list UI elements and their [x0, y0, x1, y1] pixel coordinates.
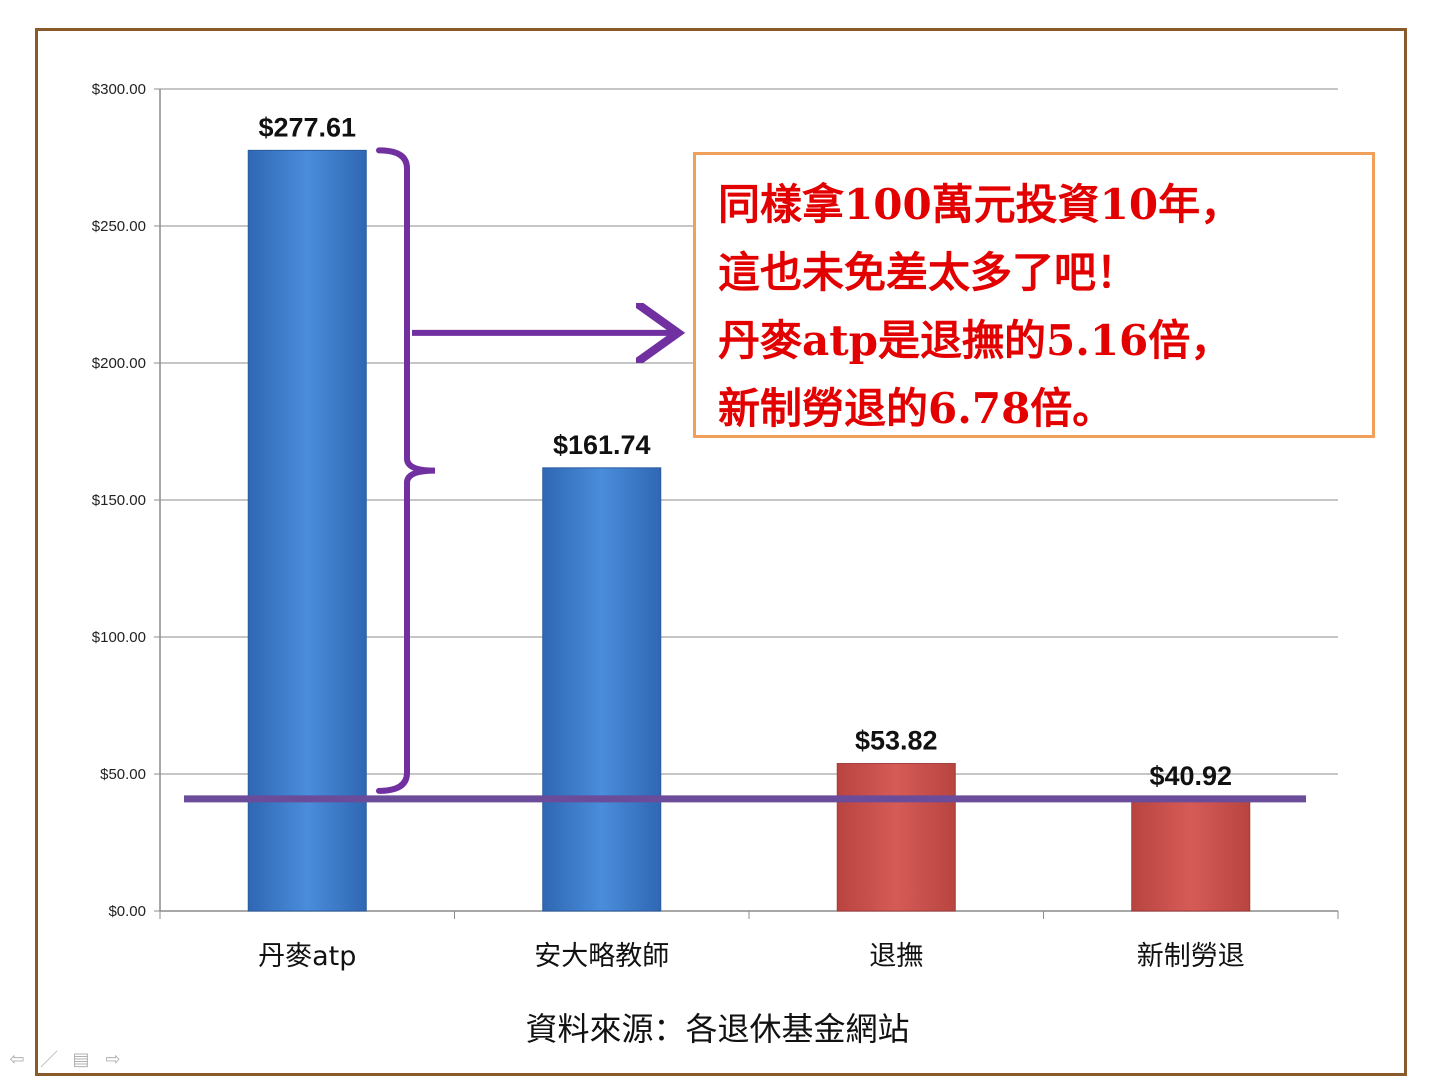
y-tick-label: $0.00 [108, 903, 146, 920]
callout-line-2: 這也未免差太多了吧！ [718, 248, 1139, 297]
callout-line-3: 丹麥atp是退撫的5.16倍， [718, 316, 1233, 365]
data-label: $161.74 [553, 430, 651, 460]
data-label: $277.61 [258, 112, 356, 142]
callout-line-1: 同樣拿100萬元投資10年， [718, 180, 1243, 229]
bar [247, 149, 367, 912]
y-tick-label: $150.00 [92, 492, 146, 509]
prev-slide-icon[interactable]: ⇦ [9, 1048, 25, 1070]
y-tick-label: $100.00 [92, 629, 146, 646]
data-label: $53.82 [855, 726, 938, 756]
y-tick-label: $200.00 [92, 355, 146, 372]
bracket [376, 147, 436, 794]
slide-nav: ⇦ ／ ▤ ⇨ [6, 1048, 124, 1072]
menu-icon[interactable]: ▤ [72, 1048, 90, 1070]
category-label: 新制勞退 [1137, 941, 1245, 972]
slide-frame [35, 28, 1407, 1076]
bar [1131, 798, 1251, 912]
pen-icon[interactable]: ／ [40, 1050, 58, 1071]
source-caption: 資料來源：各退休基金網站 [525, 1010, 910, 1048]
annotation-callout: 同樣拿100萬元投資10年， 這也未免差太多了吧！ 丹麥atp是退撫的5.16倍… [693, 152, 1375, 438]
next-slide-icon[interactable]: ⇨ [105, 1048, 121, 1070]
bar [542, 467, 662, 912]
y-tick-label: $300.00 [92, 81, 146, 98]
category-label: 退撫 [869, 941, 923, 972]
y-tick-label: $250.00 [92, 218, 146, 235]
callout-line-4: 新制勞退的6.78倍。 [718, 384, 1115, 433]
data-label: $40.92 [1149, 761, 1232, 791]
category-label: 安大略教師 [534, 941, 669, 972]
category-label: 丹麥atp [258, 941, 356, 972]
y-tick-label: $50.00 [100, 766, 146, 783]
bar [836, 763, 956, 912]
